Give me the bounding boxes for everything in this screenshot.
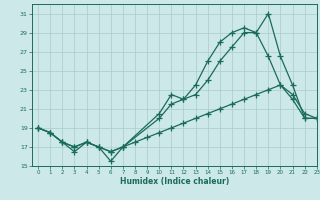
- X-axis label: Humidex (Indice chaleur): Humidex (Indice chaleur): [120, 177, 229, 186]
